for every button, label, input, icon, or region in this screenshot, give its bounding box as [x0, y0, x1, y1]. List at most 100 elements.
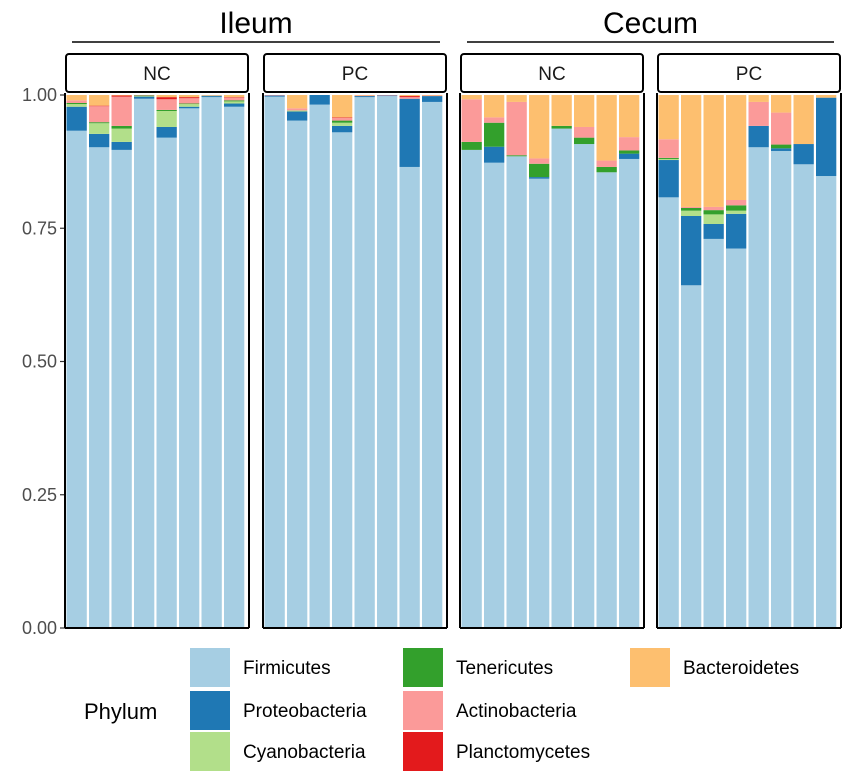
- bar-segment-firmicutes: [399, 166, 420, 628]
- bar-segment-bacteroidetes: [681, 95, 702, 207]
- bar-segment-bacteroidetes: [354, 95, 375, 96]
- bar-segment-proteobacteria: [726, 213, 747, 249]
- bar-segment-firmicutes: [224, 106, 245, 628]
- bar-cecum-nc-1: [461, 95, 482, 629]
- legend-label: Tenericutes: [456, 658, 553, 679]
- bar-cecum-pc-1: [658, 95, 679, 628]
- bar-cecum-nc-2: [484, 95, 505, 629]
- bar-segment-proteobacteria: [89, 133, 110, 148]
- bar-segment-proteobacteria: [332, 125, 353, 133]
- bar-segment-proteobacteria: [793, 144, 814, 165]
- bar-segment-actinobacteria: [748, 101, 769, 126]
- bar-cecum-pc-2: [681, 95, 702, 628]
- bar-cecum-pc-7: [793, 95, 814, 629]
- bar-segment-proteobacteria: [484, 146, 505, 163]
- bar-cecum-nc-8: [619, 95, 640, 628]
- bar-segment-firmicutes: [201, 97, 222, 628]
- bar-segment-actinobacteria: [66, 100, 87, 103]
- bar-segment-firmicutes: [596, 172, 617, 628]
- bar-segment-actinobacteria: [354, 95, 375, 97]
- bar-segment-actinobacteria: [619, 137, 640, 151]
- bar-segment-firmicutes: [484, 162, 505, 629]
- bar-segment-proteobacteria: [399, 98, 420, 167]
- legend: Phylum Firmicutes Proteobacteria Cyanobacte…: [84, 648, 799, 771]
- facet-strip-ileum-nc: [65, 53, 249, 93]
- legend-swatch: [190, 648, 230, 687]
- bar-segment-planctomycetes: [111, 95, 132, 97]
- bar-segment-actinobacteria: [89, 106, 110, 123]
- bar-segment-proteobacteria: [529, 177, 550, 179]
- bar-segment-planctomycetes: [156, 97, 177, 100]
- bar-segment-firmicutes: [287, 120, 308, 629]
- bar-cecum-pc-3: [703, 95, 724, 628]
- bar-segment-bacteroidetes: [484, 95, 505, 118]
- bar-segment-bacteroidetes: [793, 95, 814, 145]
- bar-segment-firmicutes: [332, 132, 353, 628]
- bar-segment-bacteroidetes: [461, 95, 482, 100]
- legend-item-planctomycetes: Planctomycetes: [403, 732, 590, 771]
- bar-segment-firmicutes: [551, 128, 572, 629]
- bar-segment-proteobacteria: [816, 97, 837, 177]
- bar-ileum-pc-8: [422, 95, 443, 628]
- bar-segment-bacteroidetes: [816, 95, 837, 98]
- bar-ileum-nc-2: [89, 95, 110, 628]
- bar-segment-proteobacteria: [309, 95, 330, 105]
- bar-segment-firmicutes: [354, 97, 375, 628]
- bar-ileum-pc-3: [309, 95, 330, 629]
- bar-segment-proteobacteria: [134, 96, 155, 99]
- bar-ileum-pc-6: [377, 95, 398, 629]
- bar-segment-actinobacteria: [399, 97, 420, 99]
- facet-strip-label: PC: [736, 64, 762, 85]
- group-title-cecum: Cecum: [603, 7, 698, 40]
- bar-segment-tenericutes: [574, 137, 595, 145]
- bar-segment-bacteroidetes: [89, 95, 110, 106]
- bar-segment-planctomycetes: [89, 105, 110, 107]
- bar-segment-bacteroidetes: [179, 95, 200, 98]
- bar-segment-actinobacteria: [506, 101, 527, 156]
- bar-segment-cyanobacteria: [681, 210, 702, 216]
- facet-strip-ileum-pc: [263, 53, 447, 93]
- legend-item-actinobacteria: Actinobacteria: [403, 691, 577, 730]
- bar-segment-actinobacteria: [332, 117, 353, 121]
- bar-segment-bacteroidetes: [224, 95, 245, 98]
- bar-cecum-pc-4: [726, 95, 747, 628]
- bar-segment-bacteroidetes: [66, 95, 87, 101]
- y-tick-label: 0.25: [22, 485, 57, 505]
- bar-segment-actinobacteria: [224, 97, 245, 101]
- bar-segment-proteobacteria: [224, 103, 245, 107]
- bar-ileum-nc-4: [134, 95, 155, 628]
- bar-segment-firmicutes: [793, 164, 814, 629]
- bar-segment-actinobacteria: [484, 117, 505, 123]
- bar-segment-tenericutes: [619, 150, 640, 154]
- bar-segment-tenericutes: [529, 163, 550, 178]
- bar-segment-actinobacteria: [574, 126, 595, 138]
- facet-strip-label: NC: [538, 64, 565, 85]
- bar-segment-tenericutes: [156, 109, 177, 111]
- bar-segment-tenericutes: [703, 210, 724, 215]
- legend-item-cyanobacteria: Cyanobacteria: [190, 732, 366, 771]
- bar-segment-firmicutes: [771, 150, 792, 628]
- bar-segment-actinobacteria: [726, 200, 747, 206]
- bar-segment-actinobacteria: [703, 206, 724, 211]
- legend-label: Cyanobacteria: [243, 742, 366, 763]
- bar-ileum-nc-7: [201, 95, 222, 628]
- bar-ileum-nc-3: [111, 95, 132, 629]
- bar-segment-bacteroidetes: [771, 95, 792, 113]
- bar-segment-cyanobacteria: [179, 104, 200, 107]
- facet-strip-cecum-pc: [657, 53, 841, 93]
- bar-segment-actinobacteria: [134, 95, 155, 96]
- bar-segment-cyanobacteria: [658, 158, 679, 161]
- bar-segment-proteobacteria: [681, 215, 702, 286]
- facet-strip-label: NC: [143, 64, 170, 85]
- bar-segment-actinobacteria: [681, 206, 702, 208]
- group-titles: Ileum Cecum: [72, 7, 834, 43]
- legend-label: Bacteroidetes: [683, 658, 799, 679]
- bar-segment-firmicutes: [66, 130, 87, 628]
- bar-segment-cyanobacteria: [89, 123, 110, 134]
- bar-segment-firmicutes: [506, 156, 527, 629]
- bar-cecum-pc-5: [748, 95, 769, 628]
- bar-segment-tenericutes: [111, 125, 132, 129]
- bar-segment-proteobacteria: [619, 153, 640, 159]
- bar-segment-bacteroidetes: [726, 95, 747, 201]
